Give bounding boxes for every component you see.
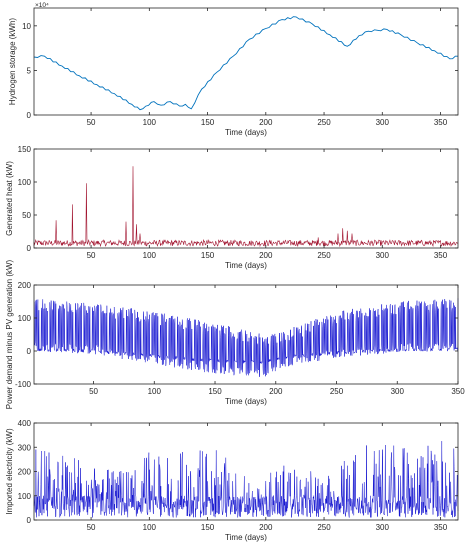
x-tick-label: 200 — [269, 387, 283, 396]
y-tick-label: 100 — [18, 314, 32, 323]
imported-electricity-line — [33, 441, 459, 518]
x-axis-title: Time (days) — [225, 261, 267, 270]
axes-box — [33, 148, 459, 249]
y-tick-label: 100 — [18, 178, 32, 187]
x-tick-label: 100 — [143, 118, 157, 127]
x-tick-label: 100 — [143, 251, 157, 260]
y-axis-title: Generated heat (kW) — [5, 161, 14, 236]
x-tick-label: 250 — [317, 251, 331, 260]
x-tick-label: 100 — [143, 523, 157, 532]
hydrogen-storage-line — [33, 16, 458, 111]
x-tick-label: 150 — [201, 251, 215, 260]
y-tick-label: 400 — [18, 419, 32, 428]
x-tick-label: 350 — [434, 523, 448, 532]
x-tick-label: 300 — [391, 387, 405, 396]
x-axis-title: Time (days) — [225, 128, 267, 137]
x-tick-label: 250 — [317, 523, 331, 532]
y-axis-title: Imported electricity (kW) — [5, 428, 14, 515]
y-tick-label: 0 — [27, 516, 32, 525]
y-axis-title: Hydrogen storage (kWh) — [8, 18, 17, 105]
x-tick-label: 150 — [208, 387, 222, 396]
axes-box — [33, 7, 459, 116]
x-tick-label: 250 — [317, 118, 331, 127]
x-tick-label: 300 — [376, 523, 390, 532]
axes-box — [33, 284, 459, 385]
x-tick-label: 100 — [148, 387, 162, 396]
x-tick-label: 50 — [89, 387, 98, 396]
x-tick-label: 350 — [451, 387, 465, 396]
x-tick-label: 200 — [259, 251, 273, 260]
y-tick-label: 200 — [18, 281, 32, 290]
y-exponent-label: ×10⁴ — [35, 2, 49, 9]
y-tick-label: 5 — [27, 66, 32, 75]
net-demand-line — [33, 298, 459, 377]
subplot-1: 50 100 150 200 250 300 350 0 5 10 Time (days) Hydro… — [8, 2, 459, 137]
generated-heat-line — [33, 166, 459, 248]
y-tick-label: 10 — [22, 22, 31, 31]
x-tick-label: 150 — [201, 523, 215, 532]
x-tick-label: 50 — [87, 118, 96, 127]
y-tick-label: 0 — [27, 244, 32, 253]
y-tick-label: -100 — [15, 380, 32, 389]
y-tick-label: 0 — [27, 347, 32, 356]
x-tick-label: 300 — [376, 118, 390, 127]
x-tick-label: 50 — [87, 251, 96, 260]
y-tick-label: 150 — [18, 145, 32, 154]
x-tick-label: 200 — [259, 523, 273, 532]
subplot-2: 50 100 150 200 250 300 350 0 50 100 150 Time (days)… — [5, 145, 459, 270]
x-tick-label: 300 — [376, 251, 390, 260]
y-tick-label: 50 — [22, 211, 31, 220]
y-tick-label: 300 — [18, 443, 32, 452]
y-axis-title: Power demand minus PV generation (kW) — [5, 259, 14, 409]
y-tick-label: 100 — [18, 492, 32, 501]
x-tick-label: 350 — [434, 251, 448, 260]
x-axis-title: Time (days) — [225, 397, 267, 406]
subplot-4: 50 100 150 200 250 300 350 0 100 200 300 400 Time (d… — [5, 419, 459, 542]
x-tick-label: 150 — [201, 118, 215, 127]
x-tick-label: 200 — [259, 118, 273, 127]
x-axis-title: Time (days) — [225, 533, 267, 542]
y-tick-label: 200 — [18, 468, 32, 477]
x-tick-label: 250 — [330, 387, 344, 396]
x-tick-label: 350 — [434, 118, 448, 127]
x-tick-label: 50 — [87, 523, 96, 532]
y-tick-label: 0 — [27, 111, 32, 120]
